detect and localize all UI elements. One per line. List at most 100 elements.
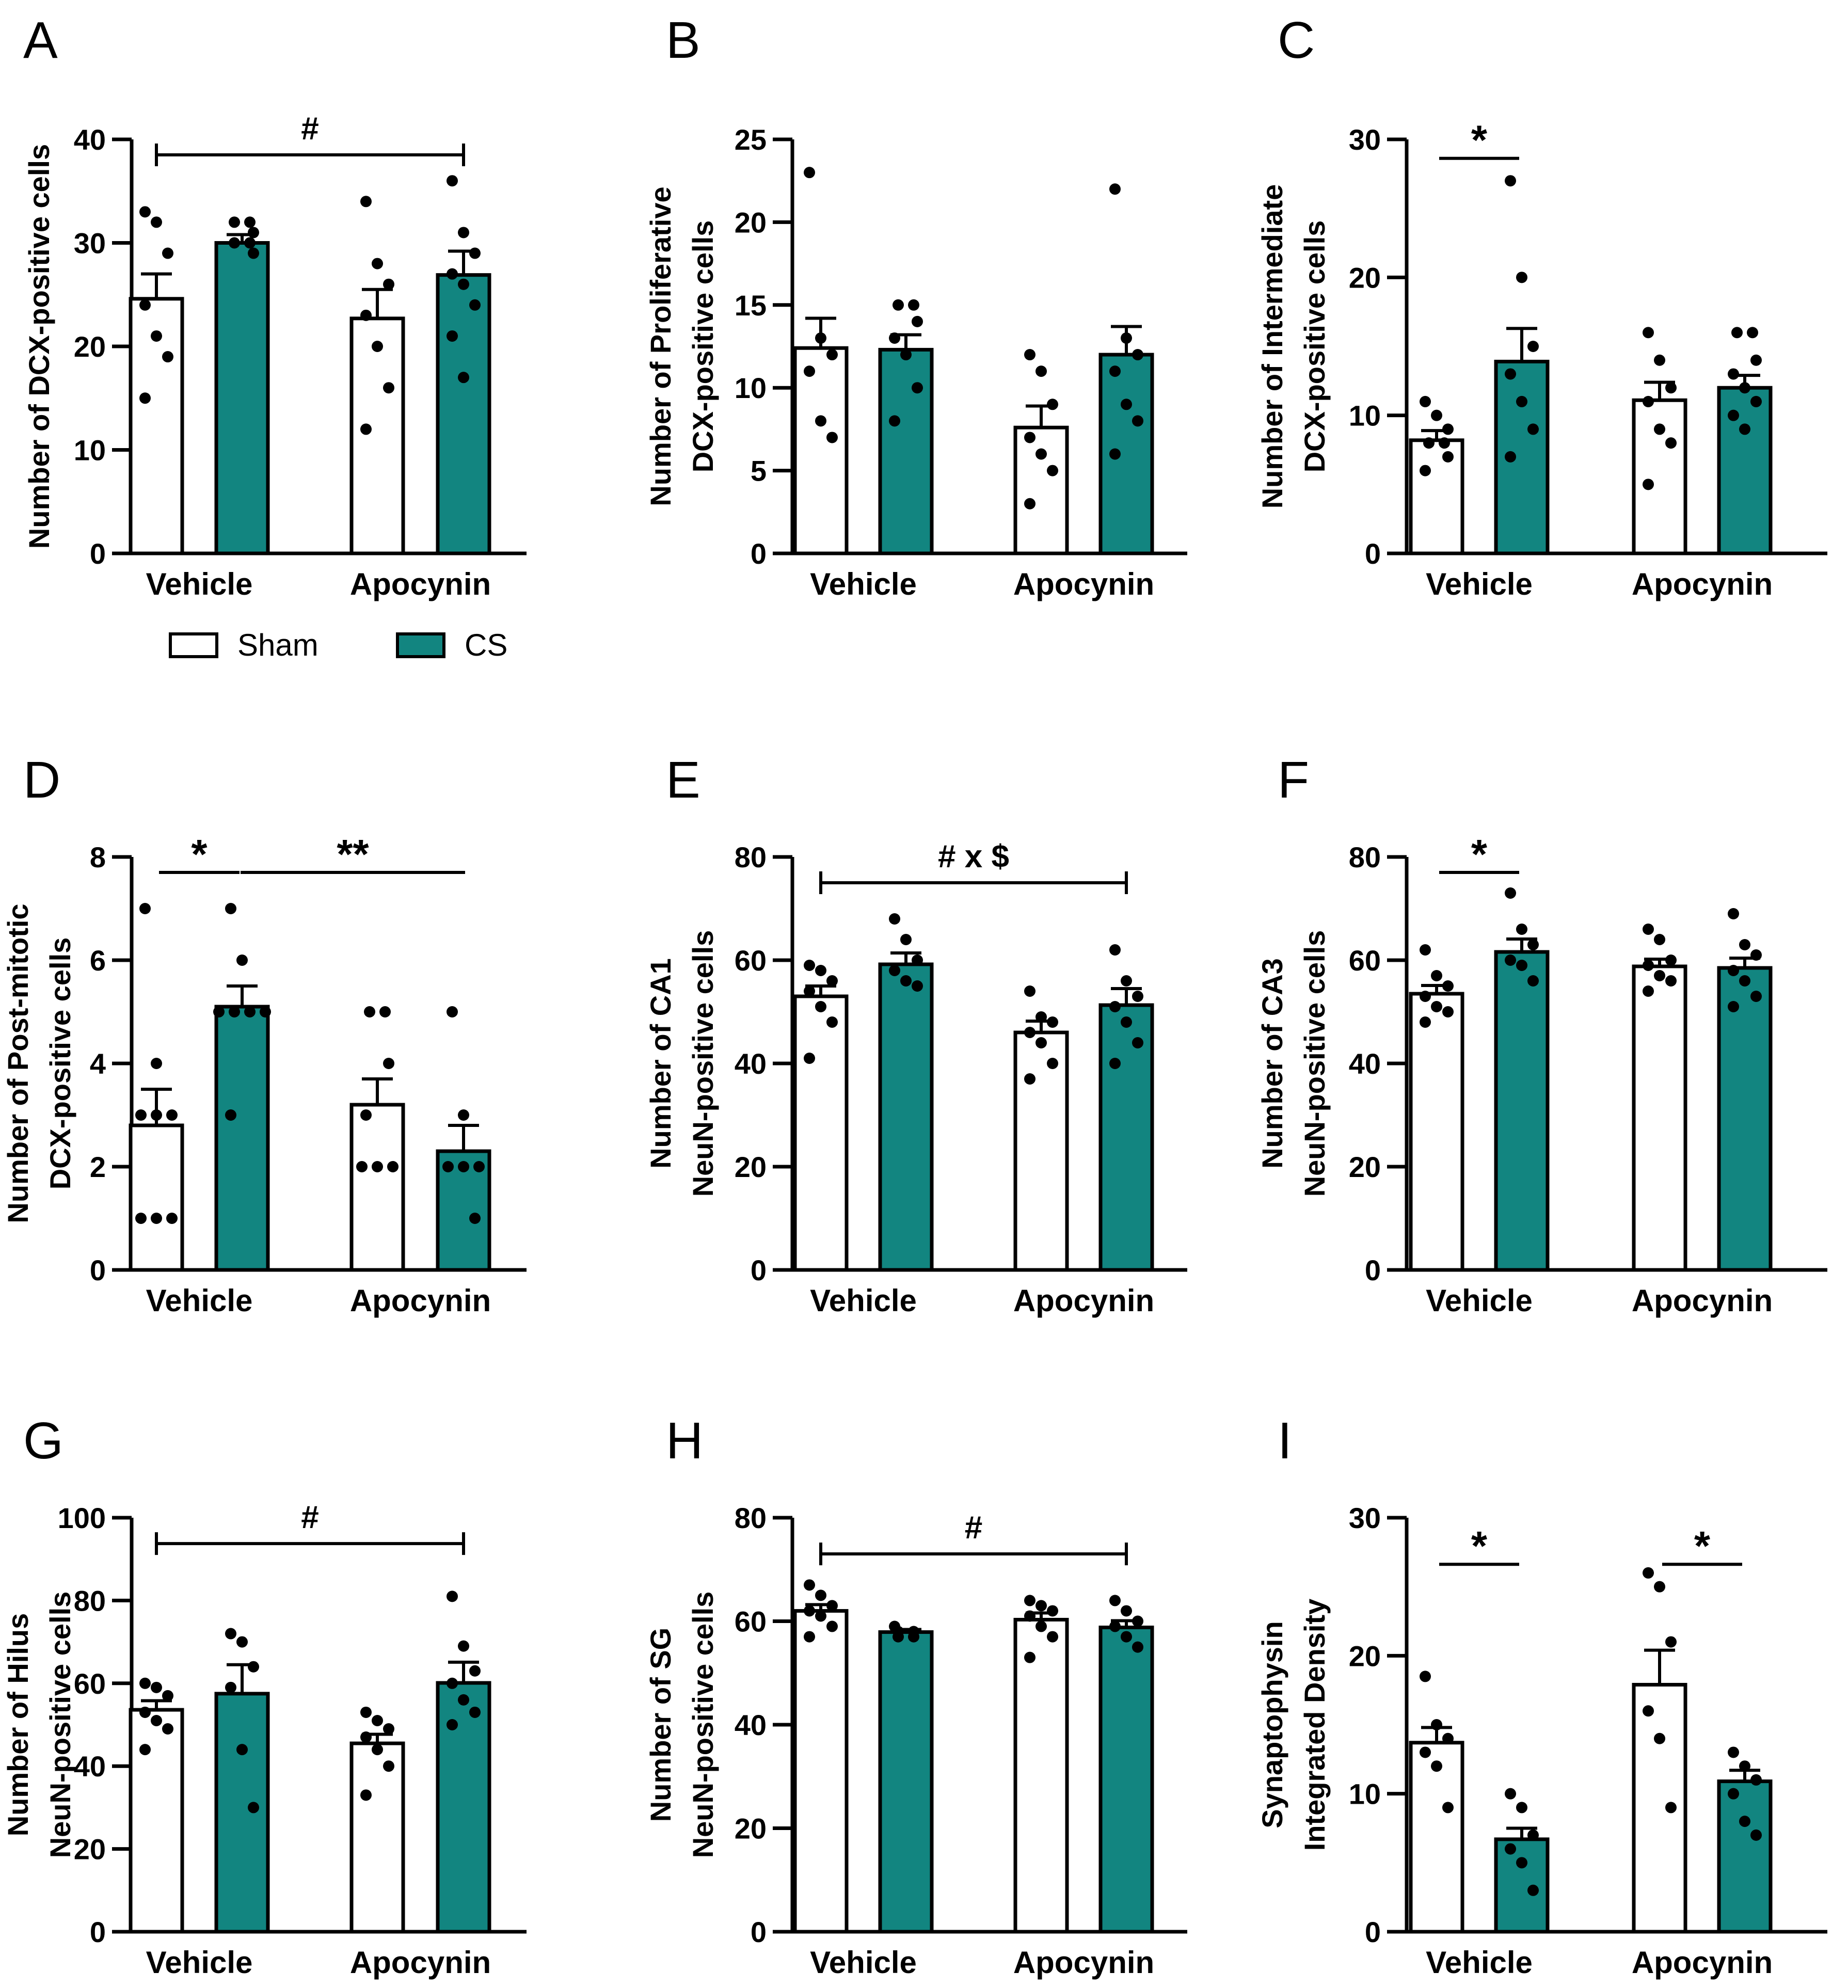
y-tick-label: 10	[1349, 400, 1381, 432]
x-tick-label: Vehicle	[1426, 1283, 1533, 1318]
data-point	[1643, 1705, 1654, 1717]
data-point	[447, 1591, 458, 1602]
bar-cs-apocynin	[1098, 1626, 1154, 1934]
y-tick-label: 40	[74, 123, 106, 156]
y-tick-label: 25	[735, 123, 767, 156]
x-tick-label: Vehicle	[1426, 567, 1533, 601]
data-point	[804, 1631, 815, 1643]
data-point	[1516, 395, 1527, 407]
data-point	[1654, 1581, 1665, 1593]
bar-sham-apocynin	[1013, 425, 1069, 555]
data-point	[1665, 1802, 1677, 1814]
data-point	[1109, 1595, 1121, 1607]
data-point	[815, 332, 826, 344]
data-point	[826, 432, 838, 443]
data-point	[1654, 1732, 1665, 1744]
y-axis-label: Number of CA3	[1256, 958, 1288, 1169]
data-point	[360, 1109, 372, 1121]
data-point	[139, 903, 151, 914]
data-point	[225, 1109, 236, 1121]
data-point	[139, 299, 151, 311]
data-point	[372, 1161, 383, 1172]
data-point	[248, 247, 259, 259]
data-point	[826, 1016, 838, 1028]
y-axis-label: Synaptophysin	[1256, 1621, 1288, 1828]
data-point	[469, 1213, 481, 1224]
data-point	[1750, 991, 1762, 1002]
data-point	[1516, 960, 1527, 971]
data-point	[1750, 949, 1762, 961]
data-point	[1665, 437, 1677, 449]
y-tick-label: 40	[735, 1709, 767, 1741]
y-tick-label: 5	[751, 455, 767, 487]
data-point	[1728, 908, 1739, 919]
data-point	[1420, 991, 1431, 1002]
y-tick-label: 0	[1365, 1254, 1381, 1286]
data-point	[447, 1006, 458, 1017]
data-point	[1024, 1595, 1035, 1607]
data-point	[244, 1006, 256, 1017]
data-point	[1109, 183, 1121, 195]
data-point	[1431, 1760, 1442, 1772]
data-point	[1109, 944, 1121, 956]
x-tick-label: Vehicle	[810, 1283, 917, 1318]
panel-letter: E	[666, 751, 700, 809]
data-point	[151, 1681, 162, 1693]
y-tick-label: 20	[1349, 261, 1381, 294]
y-tick-label: 20	[735, 1151, 767, 1183]
data-point	[1505, 368, 1516, 380]
data-point	[229, 237, 240, 249]
panel-g: G 0 20 40 60 80 100 Number of Hilus NeuN-positiv…	[2, 1412, 527, 1980]
y-tick-label: 30	[1349, 1502, 1381, 1534]
y-tick-label: 0	[1365, 1916, 1381, 1948]
y-axis-label: Number of DCX-positive cells	[23, 144, 55, 549]
data-point	[1665, 382, 1677, 394]
data-point	[893, 1631, 904, 1643]
data-point	[804, 167, 815, 179]
data-point	[1505, 175, 1516, 187]
bar-cs-vehicle	[1494, 1837, 1550, 1934]
significance-label: # x $	[938, 839, 1009, 874]
data-point	[447, 1719, 458, 1730]
data-point	[1739, 423, 1750, 435]
data-point	[244, 237, 256, 249]
data-point	[1024, 349, 1035, 361]
y-axis-label: NeuN-positive cells	[1298, 930, 1331, 1197]
y-tick-label: 4	[90, 1047, 106, 1080]
data-point	[1516, 924, 1527, 935]
x-tick-label: Apocynin	[1013, 1945, 1154, 1980]
panel-letter: G	[23, 1412, 63, 1470]
legend-label: Sham	[237, 628, 318, 662]
bar-sham-vehicle	[793, 1609, 849, 1934]
data-point	[360, 423, 372, 435]
data-point	[1442, 451, 1454, 463]
data-point	[1035, 448, 1047, 460]
data-point	[815, 415, 826, 427]
bar-cs-apocynin	[1717, 1779, 1773, 1934]
data-point	[1431, 1719, 1442, 1730]
data-point	[1516, 272, 1527, 283]
data-point	[1047, 399, 1058, 410]
data-point	[151, 1213, 162, 1224]
data-point	[1423, 437, 1435, 449]
data-point	[225, 1681, 236, 1693]
data-point	[1516, 1857, 1527, 1869]
data-point	[1442, 423, 1454, 435]
data-point	[1035, 1620, 1047, 1632]
data-point	[360, 1731, 372, 1743]
data-point	[1420, 1671, 1431, 1682]
data-point	[1024, 1610, 1035, 1622]
bar-cs-apocynin	[1717, 386, 1773, 555]
data-point	[1035, 1600, 1047, 1612]
y-tick-label: 0	[90, 1254, 106, 1286]
data-point	[1442, 1802, 1454, 1814]
bar-sham-apocynin	[1013, 1617, 1069, 1934]
panel-f: F 0 20 40 60 80 Number of CA3 NeuN-positive cel…	[1256, 751, 1827, 1318]
bar-sham-apocynin	[349, 316, 405, 555]
data-point	[458, 1109, 469, 1121]
data-point	[151, 1109, 162, 1121]
y-axis-label: Number of Proliferative	[644, 186, 677, 506]
data-point	[1665, 955, 1677, 966]
data-point	[458, 1161, 469, 1172]
significance-label: #	[301, 1500, 318, 1535]
